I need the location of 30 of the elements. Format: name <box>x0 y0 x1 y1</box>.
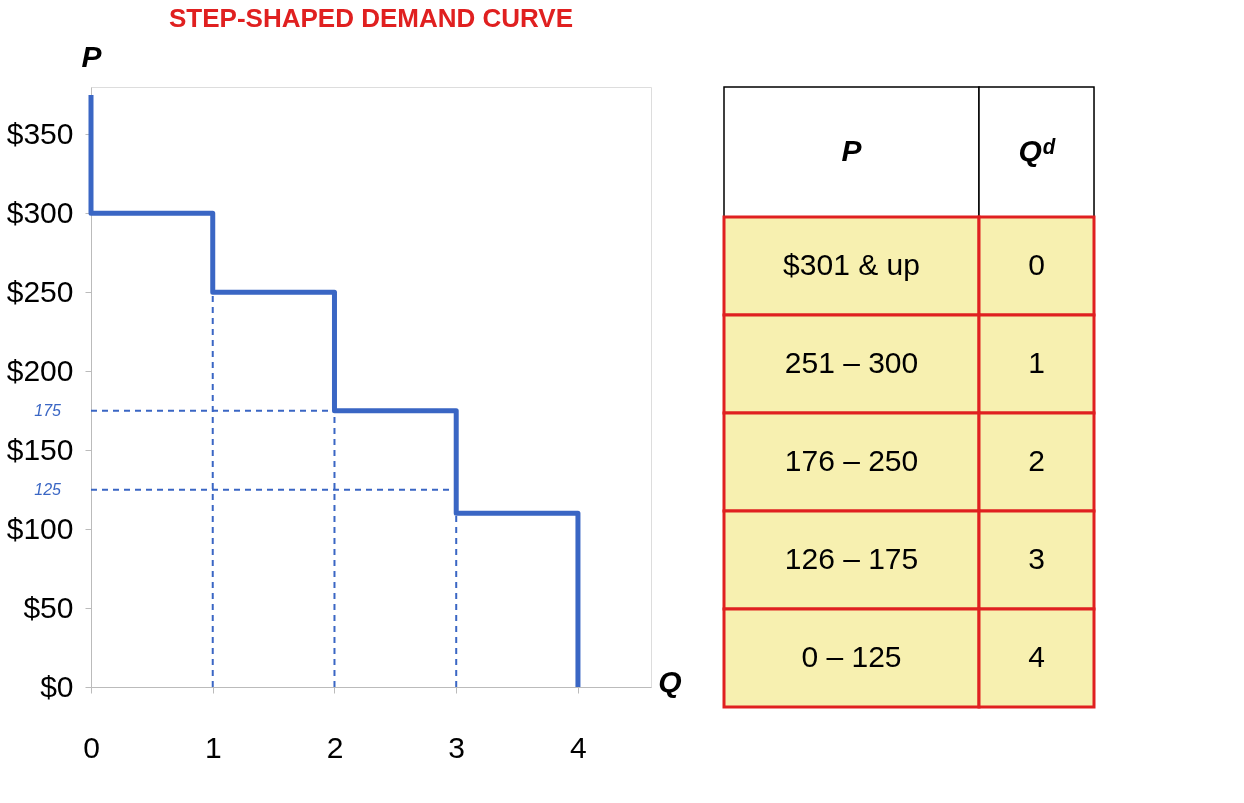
y-tick-label: $301 & up <box>783 248 920 281</box>
data-label: 3 <box>1028 542 1045 575</box>
data-label: 0 <box>1028 248 1045 281</box>
y-tick-label: $300 <box>6 195 74 229</box>
ref-line-label: 125 <box>34 480 62 498</box>
chart-title: STEP-SHAPED DEMAND CURVE <box>168 3 574 33</box>
y-tick-label: $250 <box>6 274 74 308</box>
data-label: 1 <box>1028 346 1045 379</box>
y-tick-label: 176 – 250 <box>784 444 919 477</box>
y-tick-label: $100 <box>6 511 74 545</box>
x-tick-label: 0 <box>83 730 100 764</box>
data-label: 4 <box>1028 640 1045 673</box>
ref-line-label: 175 <box>34 401 62 419</box>
x-tick-label: 3 <box>448 730 466 764</box>
y-axis-title: P <box>81 39 103 73</box>
y-tick-label: 251 – 300 <box>784 346 919 379</box>
x-axis-title: Q <box>658 664 682 698</box>
y-tick-label: $350 <box>6 116 74 150</box>
x-tick-label: 1 <box>204 730 222 764</box>
y-tick-label: $150 <box>6 432 74 466</box>
y-tick-label: 0 – 125 <box>801 640 902 673</box>
y-axis-title: P <box>841 134 863 167</box>
y-tick-label: $0 <box>40 669 74 703</box>
data-label: 2 <box>1028 444 1045 477</box>
y-tick-label: 126 – 175 <box>784 542 919 575</box>
x-tick-label: 2 <box>326 730 344 764</box>
y-tick-label: $200 <box>6 353 74 387</box>
x-tick-label: Qᵈ <box>1018 134 1056 167</box>
x-tick-label: 4 <box>570 730 587 764</box>
y-tick-label: $50 <box>23 590 74 624</box>
